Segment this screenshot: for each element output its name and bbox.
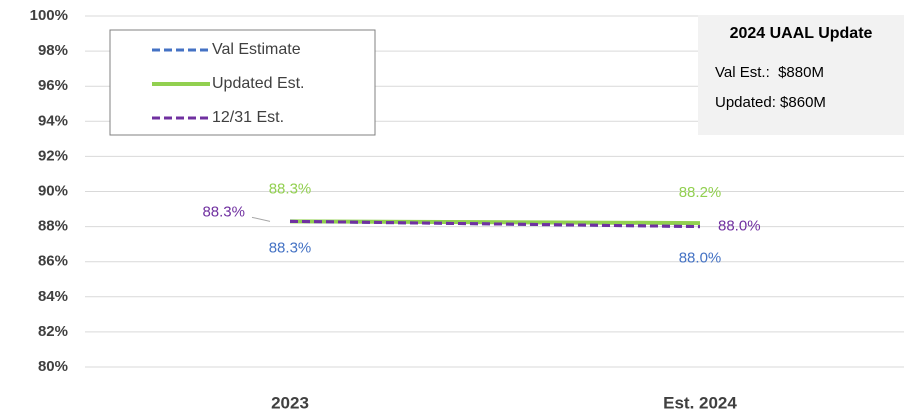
y-tick-label: 84% [38, 288, 68, 305]
series-line [289, 219, 701, 226]
legend-label: 12/31 Est. [212, 109, 284, 126]
series-line [289, 219, 701, 229]
data-label: 88.3% [269, 239, 312, 256]
data-label: 88.2% [679, 184, 722, 201]
legend-label: Updated Est. [212, 75, 305, 92]
y-tick-label: 96% [38, 77, 68, 94]
legend-label: Val Estimate [212, 41, 301, 58]
y-tick-label: 100% [30, 7, 68, 24]
y-tick-label: 82% [38, 323, 68, 340]
annotation-line: Val Est.: $880M [715, 64, 824, 81]
data-label: 88.3% [269, 180, 312, 197]
annotation-box [698, 15, 904, 135]
y-tick-label: 80% [38, 358, 68, 375]
y-tick-label: 88% [38, 218, 68, 235]
y-tick-label: 94% [38, 112, 68, 129]
y-tick-label: 86% [38, 253, 68, 270]
data-label: 88.3% [202, 203, 245, 220]
data-label: 88.0% [679, 250, 722, 267]
y-tick-label: 98% [38, 42, 68, 59]
x-tick-label: 2023 [271, 393, 309, 412]
y-tick-label: 92% [38, 147, 68, 164]
leader-line [251, 216, 271, 222]
x-tick-label: Est. 2024 [663, 393, 737, 412]
annotation-line: Updated: $860M [715, 94, 826, 111]
data-label: 88.0% [718, 218, 761, 235]
annotation-title: 2024 UAAL Update [730, 25, 873, 42]
y-tick-label: 90% [38, 182, 68, 199]
